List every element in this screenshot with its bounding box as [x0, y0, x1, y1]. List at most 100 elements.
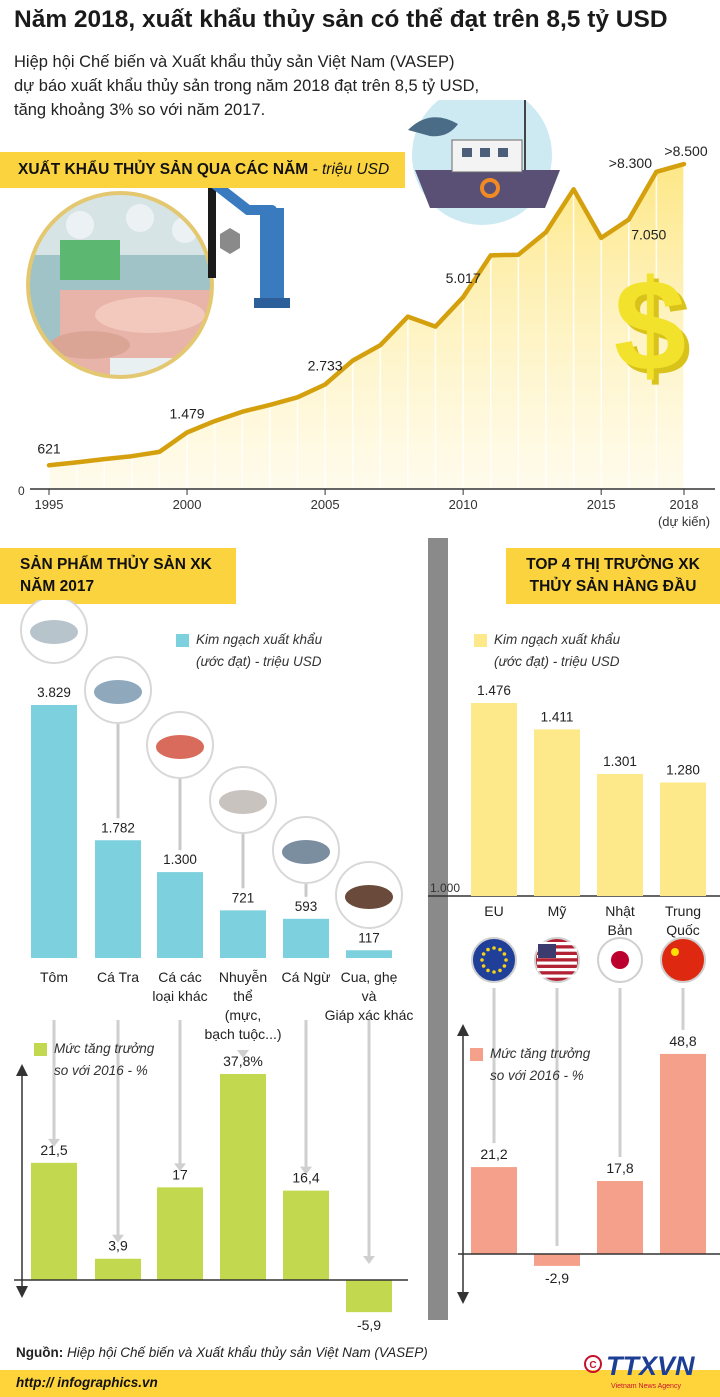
- growth-label: 21,5: [40, 1142, 67, 1158]
- y-base-label: 1.000: [430, 881, 460, 895]
- flag-sun: [611, 951, 629, 969]
- export-bar: [471, 703, 517, 896]
- y-zero-label: 0: [18, 484, 25, 498]
- value-label: 1.782: [101, 820, 135, 835]
- category-label: Giáp xác khác: [325, 1007, 414, 1023]
- section2-title-line2: NĂM 2017: [20, 578, 95, 595]
- icon-shape: [94, 680, 142, 704]
- footer-bar: [0, 1370, 720, 1397]
- flag-star: [486, 947, 490, 952]
- growth-label: -5,9: [357, 1317, 381, 1333]
- shrimp-icon: [20, 600, 88, 664]
- growth-bar: [220, 1073, 266, 1280]
- eu-flag-icon: [471, 937, 517, 983]
- legend-line2: (ước đạt) - triệu USD: [196, 654, 322, 669]
- processing-photo: [28, 193, 212, 377]
- flag-star: [504, 958, 508, 962]
- export-bar: [660, 782, 706, 896]
- footer-url[interactable]: http:// infographics.vn: [16, 1375, 158, 1390]
- growth-legend: Mức tăng trưởng so với 2016 - %: [34, 1038, 155, 1082]
- category-label: EU: [484, 903, 503, 919]
- svg-text:C: C: [589, 1360, 596, 1371]
- source-note: Nguồn: Hiệp hội Chế biến và Xuất khẩu th…: [16, 1345, 428, 1360]
- growth-bar: [471, 1167, 517, 1254]
- value-label: 721: [232, 890, 255, 905]
- products-chart: 3.829 1.782 1.300 721 593 117 Tôm Cá Tra Cá các…: [14, 600, 414, 1333]
- dollar-icon: $ $: [614, 252, 691, 403]
- x-tick-label: 2005: [311, 497, 340, 512]
- us-flag-icon: [534, 937, 580, 983]
- legend-line1: Mức tăng trưởng: [54, 1041, 155, 1056]
- growth-label: 48,8: [669, 1033, 696, 1049]
- category-label: Quốc: [666, 922, 699, 938]
- growth-label: -2,9: [545, 1270, 569, 1286]
- section1-banner: XUẤT KHẨU THỦY SẢN QUA CÁC NĂM - triệu U…: [0, 152, 405, 188]
- flag-star: [671, 948, 679, 956]
- growth-bar: [283, 1190, 329, 1280]
- arrow-head: [48, 1138, 60, 1147]
- arrow-head: [174, 1163, 186, 1172]
- robot-arm-icon: [207, 177, 290, 308]
- icon-shape: [345, 885, 393, 909]
- tuna-icon: [272, 816, 340, 884]
- svg-text:$: $: [614, 252, 686, 398]
- category-label: Cá Tra: [97, 969, 139, 985]
- value-label: 1.411: [541, 709, 574, 724]
- legend-line1: Kim ngạch xuất khẩu: [494, 632, 621, 647]
- arrows: [48, 724, 375, 1264]
- flag-disc: [660, 937, 706, 983]
- category-label: bạch tuộc...): [204, 1026, 281, 1042]
- value-label: 593: [295, 899, 318, 914]
- flag-star: [502, 952, 507, 956]
- section1-title: XUẤT KHẨU THỦY SẢN QUA CÁC NĂM: [18, 161, 309, 178]
- x-tick-label: 2018: [670, 497, 699, 512]
- arrow-head: [363, 1256, 375, 1264]
- value-label: 1.280: [666, 762, 700, 777]
- x-tick-label: 1995: [35, 497, 64, 512]
- japan-flag-icon: [597, 937, 643, 983]
- intro-line: Hiệp hội Chế biến và Xuất khẩu thủy sản …: [14, 53, 455, 71]
- markets-chart: 1.000 1.476 1.411 1.301 1.280 EU Mỹ Nhật Bản Tr…: [428, 683, 720, 1304]
- category-label: Cá Ngừ: [281, 969, 330, 985]
- flags: [471, 937, 706, 983]
- flag-star: [486, 968, 490, 973]
- icon-shape: [30, 620, 78, 644]
- intro-line: dự báo xuất khẩu thủy sản trong năm 2018…: [14, 77, 480, 95]
- growth-bar: [157, 1187, 203, 1280]
- flag-star: [492, 970, 496, 974]
- growth-bar: [660, 1053, 706, 1254]
- category-label: Cá các: [158, 969, 202, 985]
- category-label: loại khác: [152, 988, 207, 1004]
- export-bar: [220, 910, 266, 958]
- section3-title-line1: TOP 4 THỊ TRƯỜNG XK: [526, 556, 700, 573]
- source-text: Hiệp hội Chế biến và Xuất khẩu thủy sản …: [63, 1345, 428, 1360]
- flag-star: [498, 947, 502, 952]
- export-legend: Kim ngạch xuất khẩu (ước đạt) - triệu US…: [176, 629, 322, 673]
- growth-label: 16,4: [292, 1170, 319, 1186]
- china-flag-icon: [660, 937, 706, 983]
- point-labels: 621 1.479 2.733 5.017 7.050 >8.300 >8.500: [37, 143, 707, 456]
- page-title: Năm 2018, xuất khẩu thủy sản có thể đạt …: [14, 6, 668, 33]
- market-growth-legend: Mức tăng trưởng so với 2016 - %: [470, 1043, 590, 1087]
- intro-text: Hiệp hội Chế biến và Xuất khẩu thủy sản …: [14, 50, 574, 122]
- x-note: (dự kiến): [658, 514, 710, 529]
- value-label: 117: [358, 930, 380, 945]
- growth-label: 17,8: [606, 1160, 633, 1176]
- growth-bar: [31, 1162, 77, 1280]
- logo-text: TTXVN: [606, 1351, 695, 1381]
- boat-icon: [408, 100, 560, 225]
- flag-star: [492, 946, 496, 950]
- growth-label: 17: [172, 1166, 188, 1182]
- category-label: (mực,: [225, 1007, 262, 1023]
- arrow-head: [237, 1049, 249, 1058]
- octopus-icon: [209, 766, 277, 834]
- export-bar: [95, 840, 141, 958]
- category-label: Cua, ghẹ: [341, 969, 398, 985]
- legend-line2: so với 2016 - %: [54, 1063, 148, 1078]
- value-label: 1.476: [477, 683, 511, 698]
- category-labels: EU Mỹ Nhật Bản Trung Quốc: [484, 903, 701, 938]
- flag-star: [481, 964, 486, 968]
- icon-shape: [219, 790, 267, 814]
- point-label: >8.500: [664, 143, 707, 159]
- flag-stripe: [537, 948, 577, 952]
